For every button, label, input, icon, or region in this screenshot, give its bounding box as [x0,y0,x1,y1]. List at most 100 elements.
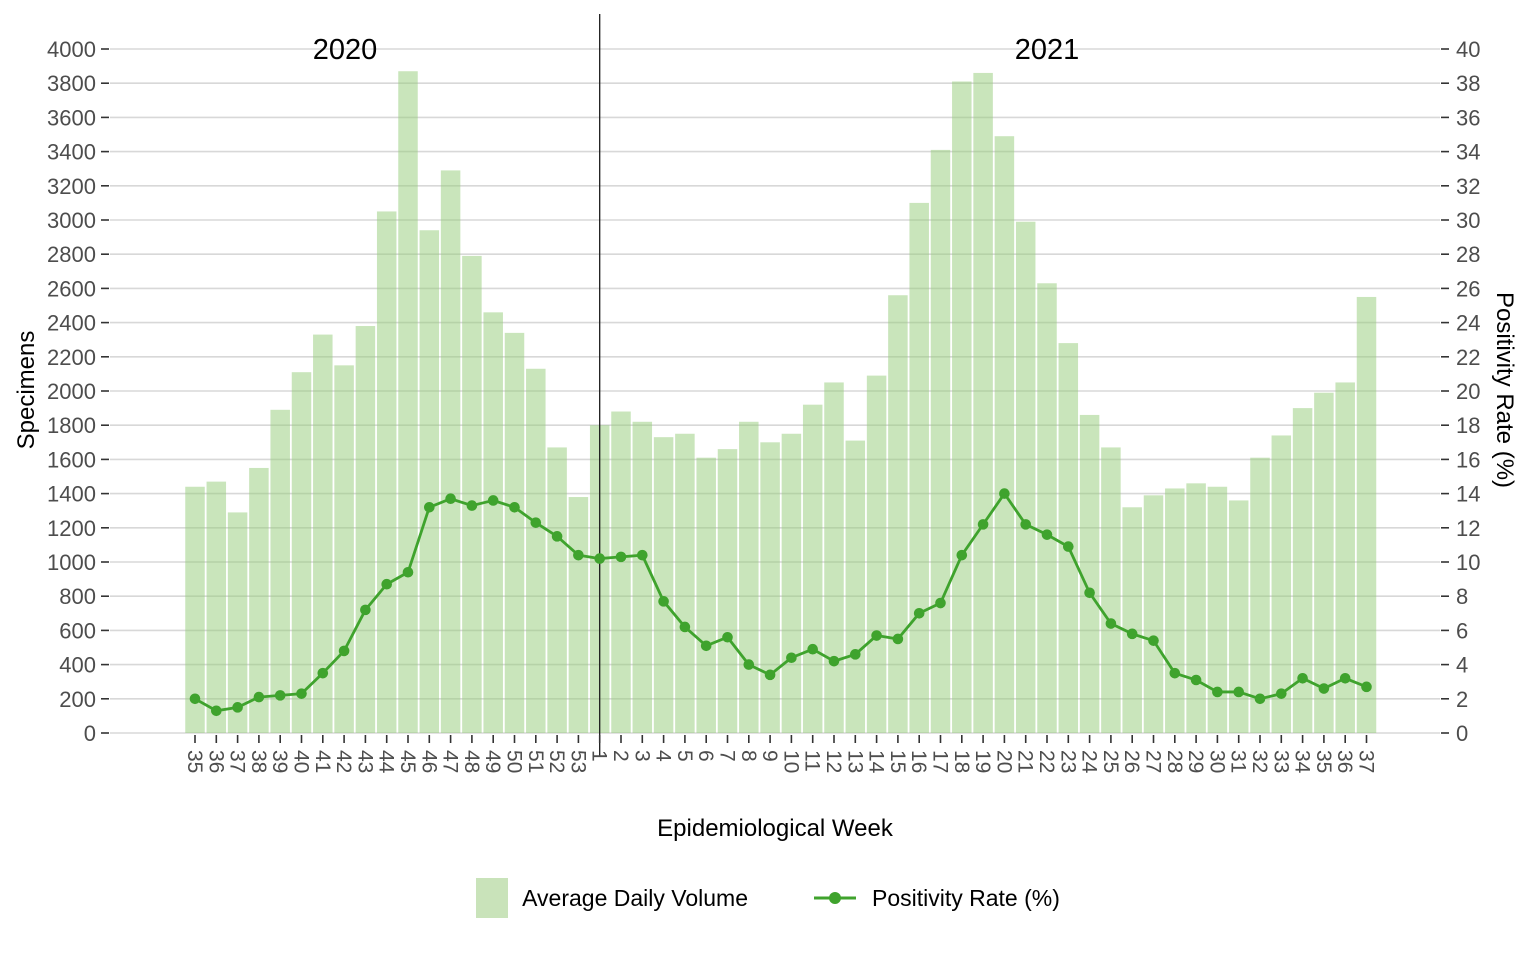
bar-week-13 [845,440,866,733]
rate-point-week-50 [509,501,520,513]
rate-point-week-37 [1361,681,1372,693]
rate-point-week-26 [1126,628,1138,640]
volume-swatch [476,878,509,918]
rate-point-week-2 [615,551,627,563]
y-left-tick-label: 200 [59,687,96,712]
y-right-tick-label: 14 [1456,482,1480,507]
bar-week-15 [888,295,908,733]
bar-week-20 [994,136,1015,733]
rate-point-week-16 [913,608,925,619]
rate-point-week-47 [445,493,456,505]
bar-week-34 [1292,408,1313,733]
y-axis-title-left: Specimens [13,330,40,450]
x-tick-label-week-17: 17 [929,750,952,773]
x-tick-label-week-29: 29 [1184,750,1207,773]
x-tick-label-week-47: 47 [439,750,462,773]
y-right-tick-label: 34 [1456,140,1480,165]
y-right-tick-label: 38 [1456,71,1480,96]
bar-week-51 [526,368,546,733]
rate-point-week-22 [1041,529,1053,540]
x-tick-label-week-9: 9 [758,750,781,762]
bar-week-14 [866,375,887,733]
x-tick-label-week-49: 49 [481,750,504,773]
y-left-tick-label: 2200 [47,345,96,370]
legend-label-rate: Positivity Rate (%) [872,884,1060,911]
bar-week-52 [547,447,567,733]
y-right-tick-label: 26 [1456,276,1480,301]
x-tick-label-week-46: 46 [417,750,440,773]
x-tick-label-week-32: 32 [1248,750,1271,773]
rate-point-week-15 [892,633,904,645]
y-left-tick-label: 1200 [47,516,96,541]
x-tick-label-week-53: 53 [566,750,589,773]
y-left-tick-label: 800 [59,584,96,609]
rate-point-week-25 [1105,618,1117,629]
bar-week-25 [1101,447,1121,733]
y-right-tick-label: 0 [1456,721,1468,746]
x-tick-label-week-8: 8 [737,750,760,762]
bar-week-12 [824,382,844,733]
x-tick-label-week-35: 35 [1312,750,1335,773]
rate-point-week-36 [1339,672,1351,684]
rate-point-week-11 [807,643,818,655]
x-tick-label-week-51: 51 [524,750,547,773]
x-tick-label-week-4: 4 [652,750,675,762]
y-right-tick-label: 18 [1456,413,1480,438]
y-right-tick-label: 20 [1456,379,1480,404]
y-left-tick-label: 1800 [47,413,96,438]
bar-week-11 [802,404,823,733]
line-series-layer [189,488,1372,717]
bar-week-31 [1228,500,1249,733]
x-tick-label-week-22: 22 [1035,750,1058,773]
x-tick-label-week-28: 28 [1163,750,1186,773]
x-tick-label-week-18: 18 [950,750,973,773]
y-left-tick-label: 3000 [47,208,96,233]
x-tick-label-week-24: 24 [1078,750,1101,774]
y-right-tick-label: 6 [1456,618,1468,643]
rate-point-week-5 [679,621,691,633]
bar-week-29 [1186,483,1206,733]
bar-week-44 [376,211,397,733]
x-tick-label-week-36: 36 [1333,750,1356,773]
legend-item-volume: Average Daily Volume [476,878,748,918]
y-right-tick-label: 36 [1456,105,1480,130]
bar-week-49 [483,312,503,733]
bar-week-42 [334,365,354,733]
x-tick-label-week-42: 42 [332,750,355,773]
x-tick-label-week-30: 30 [1205,750,1228,773]
x-tick-label-week-13: 13 [843,750,866,773]
rate-point-week-12 [828,655,840,667]
rate-point-week-42 [338,645,350,657]
bar-week-41 [313,334,333,733]
x-tick-label-week-31: 31 [1227,750,1250,773]
rate-point-week-19 [977,519,989,530]
bar-week-33 [1271,435,1292,733]
bar-week-16 [909,202,929,733]
rate-point-week-45 [402,566,414,578]
x-tick-label-week-5: 5 [673,750,696,762]
y-right-tick-label: 2 [1456,687,1468,712]
bar-week-3 [632,421,653,733]
bar-week-32 [1250,457,1270,733]
bar-week-43 [355,326,376,733]
x-tick-label-week-14: 14 [865,750,888,774]
bar-week-30 [1207,486,1228,733]
rate-point-week-8 [743,659,755,670]
x-tick-label-week-10: 10 [779,750,802,773]
rate-point-week-17 [935,597,946,609]
rate-point-week-23 [1063,541,1074,552]
rate-point-week-7 [722,631,733,643]
rate-point-week-18 [956,549,968,561]
y-left-tick-label: 4000 [47,37,96,62]
bar-week-47 [440,170,461,733]
bar-week-8 [739,421,759,733]
rate-point-week-46 [424,501,435,513]
y-right-tick-label: 24 [1456,311,1480,336]
rate-point-week-49 [487,495,499,506]
year-label-2020: 2020 [312,34,378,66]
bar-week-38 [249,467,269,733]
rate-point-week-9 [764,669,776,681]
y-right-tick-label: 10 [1456,550,1480,575]
rate-point-week-36 [211,705,222,717]
